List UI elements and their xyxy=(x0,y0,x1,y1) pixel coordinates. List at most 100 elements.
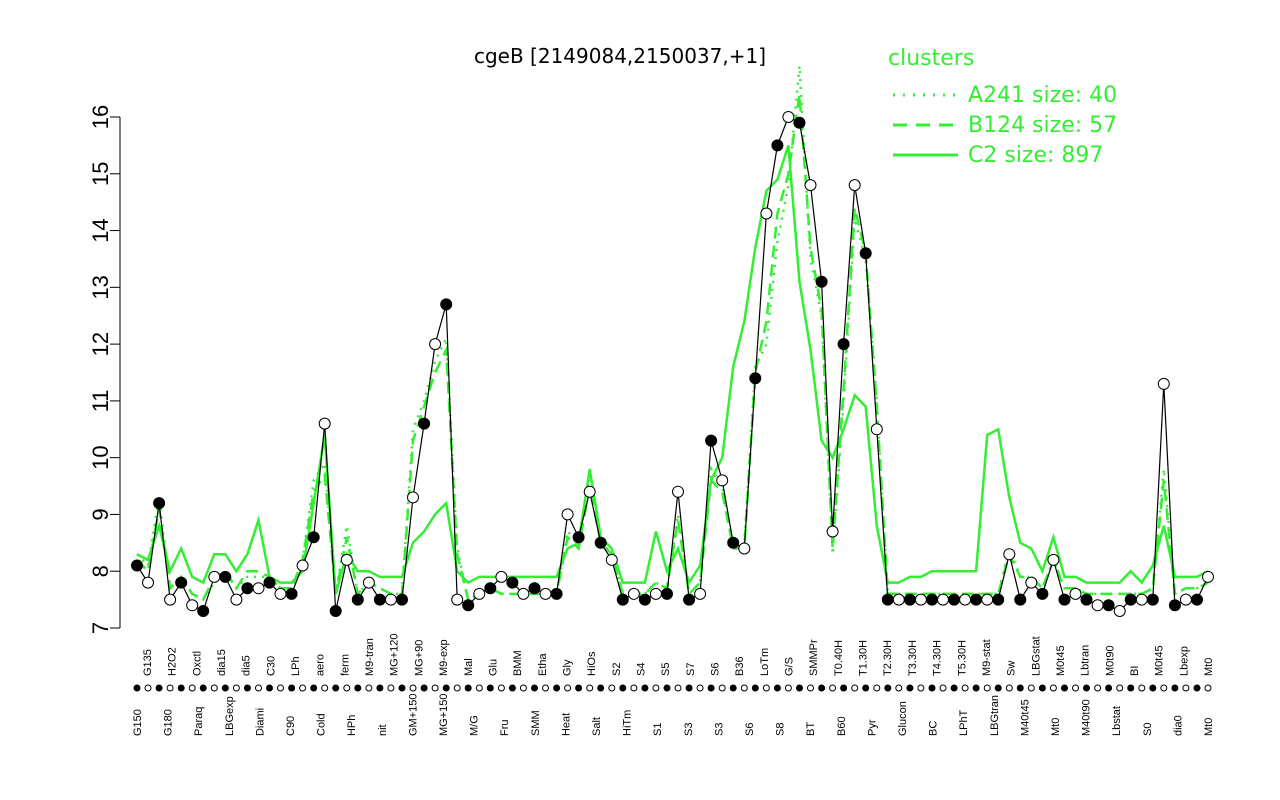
x-marker xyxy=(751,684,759,692)
x-marker xyxy=(221,684,229,692)
data-point-H2O2 xyxy=(175,576,188,589)
x-marker xyxy=(994,684,1002,692)
x-tick-label: Mt0 xyxy=(1203,658,1215,676)
x-tick-label: B36 xyxy=(734,656,746,676)
series-line-solid xyxy=(136,145,1209,595)
x-marker xyxy=(255,684,262,692)
x-marker xyxy=(652,684,660,692)
data-point-T0.40H xyxy=(937,593,949,606)
x-marker xyxy=(619,684,627,692)
x-tick-label: dia0 xyxy=(1172,715,1184,736)
x-tick-label: S2 xyxy=(611,663,623,676)
x-tick-label: LPhT xyxy=(958,709,970,736)
data-point-Mt0 xyxy=(1102,599,1115,612)
data-point-GM+10 xyxy=(484,582,497,595)
x-tick-label: M9-stat xyxy=(981,639,993,676)
x-tick-label: Glucon xyxy=(897,701,909,736)
data-point-C90 xyxy=(241,582,254,595)
x-tick-label: Pyr xyxy=(866,719,878,736)
x-marker xyxy=(597,684,605,692)
x-marker xyxy=(155,684,163,692)
data-point-dia0 xyxy=(1168,599,1181,612)
data-point-T5.30H xyxy=(992,593,1005,606)
data-points xyxy=(131,111,1214,617)
x-marker xyxy=(133,684,141,692)
data-point-S5 xyxy=(749,372,762,385)
data-point-T-2.40H xyxy=(914,593,927,606)
x-tick-label: M0t90 xyxy=(1104,645,1116,676)
x-marker xyxy=(586,684,594,692)
x-marker xyxy=(851,684,859,692)
data-point-HPh xyxy=(285,587,298,600)
x-tick-label: MG+150 xyxy=(438,694,450,737)
data-point-M0t45b xyxy=(1179,593,1192,606)
x-marker xyxy=(508,684,516,692)
data-point-MG+45 xyxy=(396,593,408,606)
x-marker xyxy=(1061,684,1068,692)
x-tick-label: Mt0 xyxy=(1050,718,1062,736)
x-tick-label: T2.30H xyxy=(882,640,894,676)
data-point-GM+45 xyxy=(517,587,530,600)
data-point-S7 xyxy=(771,139,784,152)
x-tick-label: Diami xyxy=(254,708,266,736)
x-tick-label: HiOs xyxy=(586,651,598,676)
x-marker xyxy=(188,684,196,692)
x-marker xyxy=(906,684,914,692)
x-tick-label: T5.30H xyxy=(956,640,968,676)
data-point-MG-0.2 xyxy=(451,593,464,606)
data-point-S4 xyxy=(738,542,751,555)
y-tick-label: 12 xyxy=(88,332,113,356)
data-point-B36 xyxy=(804,179,817,192)
legend-label-c2: C2 size: 897 xyxy=(968,143,1103,168)
data-point-HiTm xyxy=(683,593,696,606)
x-marker xyxy=(762,684,770,692)
data-point-MG+90 xyxy=(373,593,386,606)
data-point-M9-exp xyxy=(561,508,574,521)
data-point-Sw xyxy=(1025,576,1038,589)
x-marker xyxy=(321,684,329,692)
data-point-Heat xyxy=(638,593,651,606)
y-tick-label: 11 xyxy=(88,389,113,412)
x-tick-label: HPh xyxy=(346,715,358,736)
x-marker xyxy=(796,684,803,692)
x-tick-label: T1.30H xyxy=(858,640,870,676)
x-tick-label: Paraq xyxy=(193,707,205,736)
x-marker xyxy=(1204,684,1212,692)
x-marker xyxy=(398,684,406,692)
x-marker xyxy=(729,684,737,692)
data-point-dia5 xyxy=(230,593,243,606)
x-axis: G150 G180 Paraq LBGexp Diami C90 Cold HPh nit GM+… xyxy=(132,634,1215,737)
series-line-dashed xyxy=(136,94,1209,602)
x-tick-label: Cold xyxy=(316,713,328,736)
x-tick-label: Fru xyxy=(499,720,511,737)
x-marker xyxy=(608,684,616,692)
y-tick-label: 14 xyxy=(88,218,113,242)
x-marker xyxy=(1116,684,1124,692)
x-tick-label: T4.30H xyxy=(932,640,944,676)
x-tick-label: S3 xyxy=(713,723,725,736)
data-point-S1 xyxy=(705,434,718,447)
data-point-MG+15 xyxy=(418,417,431,430)
data-point-M40t90 xyxy=(1113,605,1126,617)
data-point-LPhT xyxy=(1036,587,1049,600)
legend-label-b124: B124 size: 57 xyxy=(968,113,1117,138)
data-point-GM+5 xyxy=(473,587,486,600)
x-tick-label: MG+120 xyxy=(389,634,401,677)
data-point-dia15 xyxy=(208,570,221,583)
x-marker xyxy=(553,684,561,692)
x-tick-label: Glu xyxy=(487,659,499,676)
x-tick-label: LBGstat xyxy=(1030,636,1042,676)
x-tick-label: T3.30H xyxy=(907,640,919,676)
x-tick-label: LPh xyxy=(290,656,302,676)
x-marker xyxy=(310,684,318,692)
x-marker xyxy=(464,684,472,692)
x-marker xyxy=(840,684,848,692)
data-point-M0 xyxy=(1202,570,1214,583)
x-marker xyxy=(354,684,362,692)
y-tick-label: 8 xyxy=(88,565,113,577)
data-point-S2 xyxy=(716,474,729,487)
data-point-S8 xyxy=(782,111,795,123)
x-tick-label: S6 xyxy=(744,723,756,736)
data-point-Gly xyxy=(672,485,684,498)
